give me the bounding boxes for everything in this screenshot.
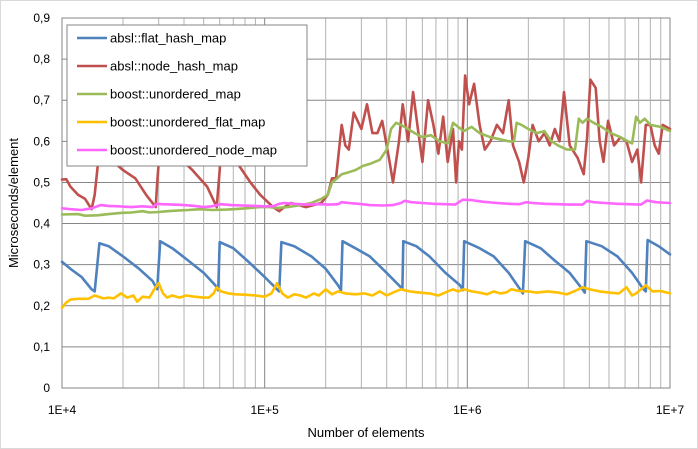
y-tick-label: 0 xyxy=(43,381,50,395)
y-axis-tick-labels: 0 0,1 0,2 0,3 0,4 0,5 0,6 0,7 0,8 0,9 xyxy=(33,11,50,395)
legend-label-4: boost::unordered_flat_map xyxy=(110,115,265,130)
series-line-3 xyxy=(60,115,672,217)
x-tick-label: 1E+4 xyxy=(48,403,77,417)
y-tick-label: 0,5 xyxy=(33,175,50,189)
series-line-1 xyxy=(60,238,672,295)
legend-items: absl::flat_hash_mapabsl::node_hash_mapbo… xyxy=(77,31,277,158)
x-axis-tick-labels: 1E+4 1E+5 1E+6 1E+7 xyxy=(48,403,685,417)
legend-label-2: absl::node_hash_map xyxy=(110,59,238,74)
y-tick-label: 0,3 xyxy=(33,258,50,272)
y-tick-label: 0,4 xyxy=(33,217,50,231)
y-tick-label: 0,8 xyxy=(33,52,50,66)
y-tick-label: 0,9 xyxy=(33,11,50,25)
y-tick-label: 0,2 xyxy=(33,299,50,313)
x-tick-label: 1E+6 xyxy=(453,403,482,417)
series-line-5 xyxy=(60,198,672,212)
legend-box xyxy=(66,24,308,167)
x-axis-title: Number of elements xyxy=(307,425,425,440)
y-tick-label: 0,7 xyxy=(33,93,50,107)
y-tick-label: 0,1 xyxy=(33,340,50,354)
x-tick-label: 1E+5 xyxy=(250,403,279,417)
legend: absl::flat_hash_mapabsl::node_hash_mapbo… xyxy=(66,24,308,167)
series-line-4 xyxy=(60,281,672,310)
x-tick-label: 1E+7 xyxy=(656,403,685,417)
legend-label-1: absl::flat_hash_map xyxy=(110,31,226,46)
legend-label-3: boost::unordered_map xyxy=(110,87,241,102)
y-axis-title: Microseconds/element xyxy=(6,138,21,268)
y-tick-label: 0,6 xyxy=(33,134,50,148)
legend-label-5: boost::unordered_node_map xyxy=(110,143,277,158)
